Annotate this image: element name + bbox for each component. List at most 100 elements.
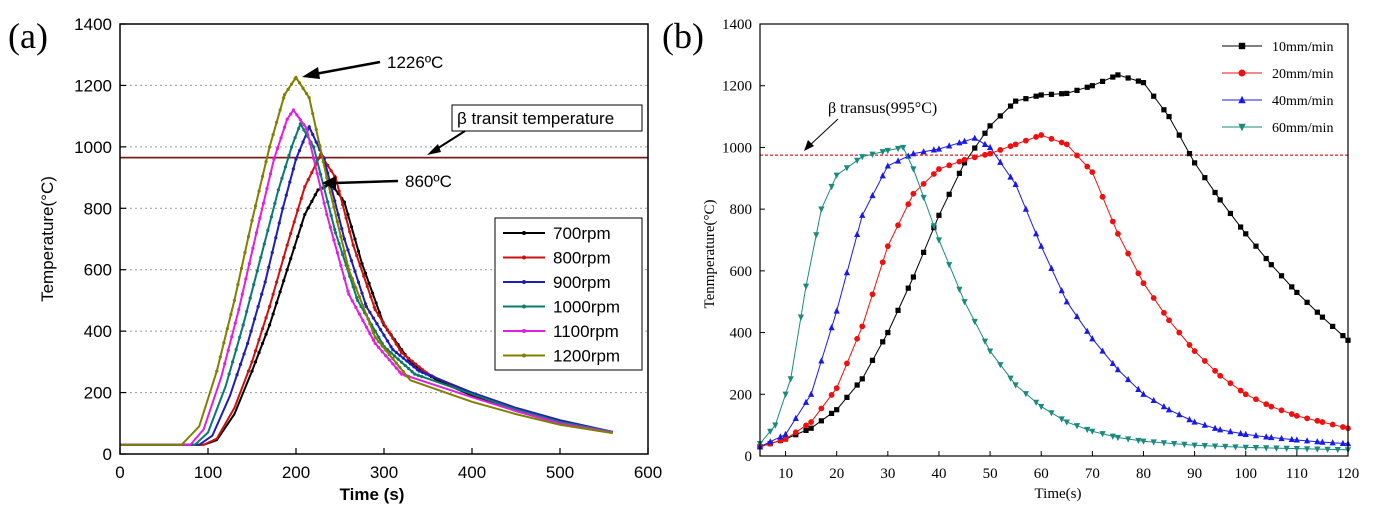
data-point <box>879 149 886 156</box>
data-point <box>252 282 256 287</box>
data-point <box>797 314 805 321</box>
data-point <box>895 307 901 313</box>
data-point <box>1253 396 1259 403</box>
data-point <box>297 148 302 153</box>
panel-b-y-ticks: 0 200 400 600 800 1000 1200 1400 <box>722 17 765 465</box>
data-point <box>833 172 840 179</box>
data-point <box>365 284 369 289</box>
data-point <box>398 348 402 352</box>
data-point <box>772 422 779 429</box>
data-point <box>854 382 860 388</box>
data-point <box>253 204 258 208</box>
data-point <box>828 410 835 417</box>
data-point <box>813 232 820 239</box>
data-point <box>315 159 319 163</box>
data-point <box>854 157 861 164</box>
data-point <box>371 331 376 335</box>
data-point <box>1252 432 1260 439</box>
x-tick-label: 300 <box>370 463 398 482</box>
data-point <box>275 301 279 305</box>
data-point <box>311 132 315 137</box>
data-point <box>250 218 254 223</box>
data-point <box>264 316 268 320</box>
data-point <box>306 206 310 210</box>
legend-label-1100rpm: 1100rpm <box>553 322 619 341</box>
y-tick-label: 400 <box>730 326 753 342</box>
series-line-60mm/min <box>759 146 1349 451</box>
data-point <box>1304 299 1310 305</box>
data-point <box>241 323 245 327</box>
data-point <box>1212 367 1218 374</box>
data-point <box>232 298 236 303</box>
data-point <box>306 178 310 182</box>
data-point <box>961 137 968 144</box>
data-point <box>384 348 388 352</box>
data-point <box>1293 412 1300 419</box>
data-point <box>1181 441 1188 448</box>
data-point <box>230 335 234 339</box>
data-point <box>1273 445 1280 452</box>
data-point <box>318 144 322 148</box>
data-point <box>1304 415 1310 422</box>
data-point <box>278 108 282 112</box>
panel-b-plot-frame <box>759 23 1349 457</box>
data-point <box>314 140 318 144</box>
data-point <box>373 341 377 346</box>
data-point <box>347 268 351 272</box>
data-point <box>292 246 296 250</box>
data-point <box>1330 323 1336 329</box>
data-point <box>1063 141 1070 148</box>
data-point <box>350 277 354 281</box>
data-point <box>787 376 794 383</box>
data-point <box>361 304 365 308</box>
data-point <box>354 286 358 290</box>
legend-marker <box>522 329 526 333</box>
data-point <box>293 136 297 140</box>
data-point <box>391 336 395 340</box>
data-point <box>240 292 244 296</box>
data-point <box>268 323 272 327</box>
data-point <box>1176 132 1182 138</box>
data-point <box>1324 446 1331 453</box>
data-point <box>260 292 264 296</box>
panel-a-annotation-arrow-860 <box>322 176 399 190</box>
data-point <box>299 196 303 201</box>
data-point <box>333 199 337 203</box>
data-point <box>1023 96 1029 102</box>
data-point <box>363 271 368 275</box>
data-point <box>1089 83 1095 89</box>
data-point <box>303 185 307 189</box>
y-tick-label: 1400 <box>74 15 112 34</box>
data-point <box>1191 348 1198 354</box>
data-point <box>297 81 302 85</box>
panel-b-label: (b) <box>662 16 704 56</box>
data-point <box>1022 137 1029 144</box>
data-point <box>238 362 243 366</box>
data-point <box>355 296 359 300</box>
data-point <box>1151 93 1157 99</box>
data-point <box>1319 314 1326 320</box>
data-point <box>342 249 346 253</box>
data-point <box>1232 444 1239 451</box>
legend-marker <box>522 280 526 284</box>
x-tick-label: 60 <box>1034 466 1049 482</box>
data-point <box>1211 424 1219 431</box>
panel-b-series <box>756 72 1352 454</box>
panel-b-reference-label: β transus(995°C) <box>828 100 937 117</box>
data-point <box>833 307 840 314</box>
data-point <box>879 172 886 179</box>
panel-b-x-axis-label: Time(s) <box>1035 486 1082 502</box>
data-point <box>290 145 294 149</box>
data-point <box>317 156 321 160</box>
legend-marker <box>1238 95 1246 104</box>
data-point <box>1022 391 1029 398</box>
data-point <box>1329 439 1336 446</box>
data-point <box>328 190 332 194</box>
data-point <box>1084 327 1091 334</box>
data-point <box>1033 134 1040 140</box>
data-point <box>374 301 378 305</box>
data-point <box>351 285 355 289</box>
data-point <box>1339 439 1346 446</box>
data-point <box>910 190 917 197</box>
data-point <box>1007 143 1014 150</box>
